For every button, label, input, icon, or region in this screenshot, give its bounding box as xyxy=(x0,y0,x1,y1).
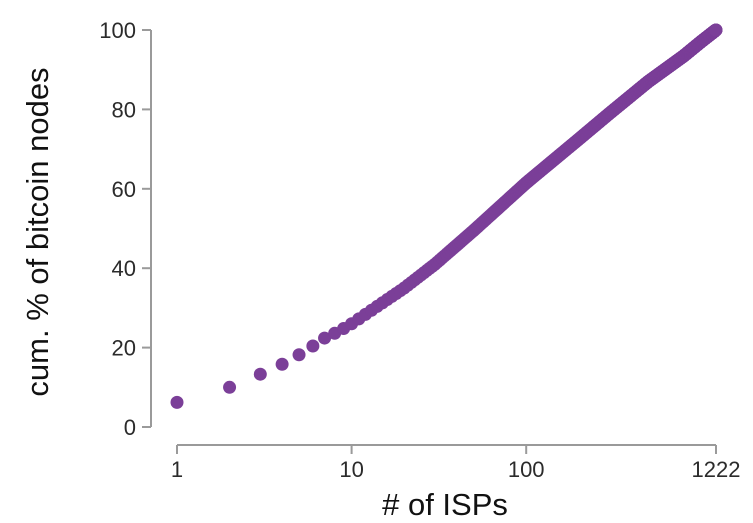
y-axis-title: cum. % of bitcoin nodes xyxy=(20,67,55,396)
y-tick-label: 80 xyxy=(112,97,136,122)
y-tick-label: 40 xyxy=(112,256,136,281)
data-point xyxy=(709,23,723,37)
data-point xyxy=(318,331,332,345)
x-tick-label: 1 xyxy=(171,457,183,482)
x-tick-label: 100 xyxy=(508,457,545,482)
x-axis-title: # of ISPs xyxy=(382,487,508,522)
x-tick-label: 1222 xyxy=(692,457,741,482)
y-tick-label: 60 xyxy=(112,177,136,202)
data-point xyxy=(292,348,306,362)
y-tick-label: 20 xyxy=(112,336,136,361)
y-tick-label: 100 xyxy=(99,18,136,43)
data-point xyxy=(223,380,237,394)
data-point xyxy=(253,367,267,381)
x-tick-label: 10 xyxy=(339,457,363,482)
y-tick-label: 0 xyxy=(124,415,136,440)
x-axis: 1 10 100 1222 xyxy=(171,444,741,482)
y-axis: 0 20 40 60 80 100 xyxy=(99,18,152,440)
data-point xyxy=(275,357,289,371)
data-series xyxy=(170,23,723,409)
data-point xyxy=(170,395,184,409)
data-point xyxy=(306,339,320,353)
